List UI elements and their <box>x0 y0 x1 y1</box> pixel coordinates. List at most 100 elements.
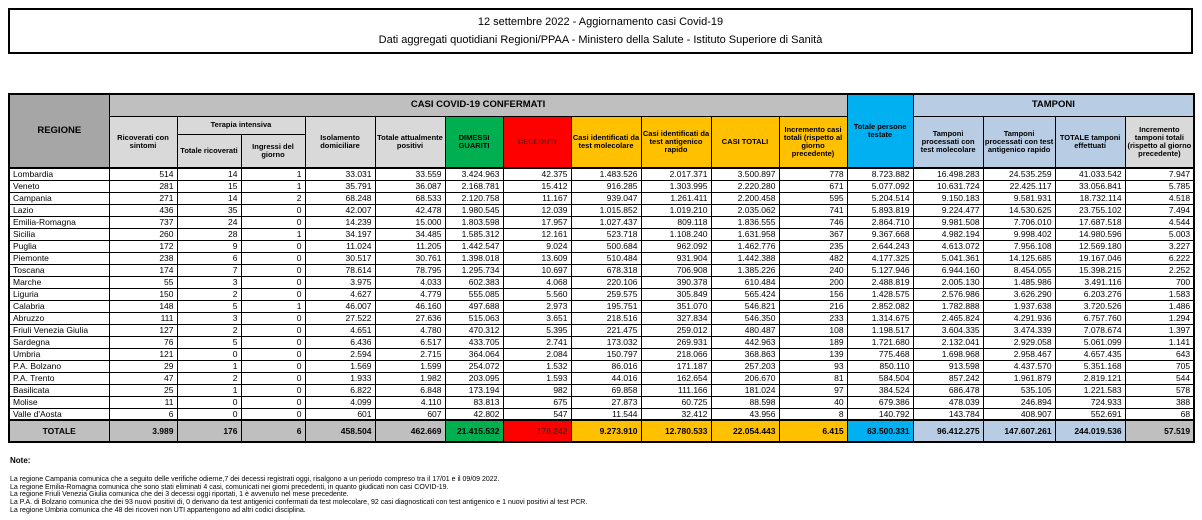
value-cell: 55 <box>108 275 178 289</box>
value-cell: 42.375 <box>502 167 572 181</box>
value-cell: 240 <box>778 263 848 277</box>
table-row: Veneto 281 15 1 35.791 36.087 2.168.781 15.412 9… <box>8 179 1195 193</box>
value-cell: 4.291.936 <box>982 311 1056 325</box>
value-cell: 47 <box>108 371 178 385</box>
value-cell: 1.486 <box>1124 299 1195 313</box>
value-cell: 18.732.114 <box>1054 191 1126 205</box>
value-cell: 515.063 <box>444 311 504 325</box>
value-cell: 2.035.062 <box>710 203 780 217</box>
value-cell: 195.751 <box>570 299 642 313</box>
total-value-cell: 3.989 <box>108 419 178 443</box>
value-cell: 1.303.995 <box>640 179 712 193</box>
value-cell: 4.068 <box>502 275 572 289</box>
value-cell: 6.757.760 <box>1054 311 1126 325</box>
value-cell: 218.066 <box>640 347 712 361</box>
value-cell: 68.248 <box>304 191 376 205</box>
note-line: La regione Friuli Venezia Giulia comunic… <box>10 491 349 499</box>
table-row: Valle d'Aosta 6 0 0 601 607 42.802 547 11.544 32.… <box>8 407 1195 421</box>
table-row: Lombardia 514 14 1 33.031 33.559 3.424.963 42.3… <box>8 167 1195 181</box>
value-cell: 1.982 <box>374 371 446 385</box>
value-cell: 0 <box>240 347 306 361</box>
value-cell: 233 <box>778 311 848 325</box>
value-cell: 1.027.437 <box>570 215 642 229</box>
value-cell: 546.821 <box>710 299 780 313</box>
value-cell: 0 <box>240 251 306 265</box>
value-cell: 916.285 <box>570 179 642 193</box>
value-cell: 7.078.674 <box>1054 323 1126 337</box>
value-cell: 480.487 <box>710 323 780 337</box>
region-name-cell: Piemonte <box>8 251 110 265</box>
value-cell: 1.261.411 <box>640 191 712 205</box>
value-cell: 4.657.435 <box>1054 347 1126 361</box>
value-cell: 78.795 <box>374 263 446 277</box>
value-cell: 408.907 <box>982 407 1056 421</box>
value-cell: 547 <box>502 407 572 421</box>
value-cell: 108 <box>778 323 848 337</box>
value-cell: 8.454.055 <box>982 263 1056 277</box>
value-cell: 364.064 <box>444 347 504 361</box>
value-cell: 33.559 <box>374 167 446 181</box>
value-cell: 174 <box>108 263 178 277</box>
value-cell: 5.077.092 <box>846 179 914 193</box>
col-header-deceduti: DECEDUTI <box>502 115 572 169</box>
value-cell: 555.085 <box>444 287 504 301</box>
value-cell: 24 <box>176 215 242 229</box>
value-cell: 1.485.986 <box>982 275 1056 289</box>
value-cell: 686.478 <box>912 383 984 397</box>
table-row: Friuli Venezia Giulia 127 2 0 4.651 4.780 470.… <box>8 323 1195 337</box>
value-cell: 5.785 <box>1124 179 1195 193</box>
value-cell: 6.222 <box>1124 251 1195 265</box>
value-cell: 221.475 <box>570 323 642 337</box>
region-name-cell: P.A. Bolzano <box>8 359 110 373</box>
total-value-cell: 147.607.261 <box>982 419 1056 443</box>
value-cell: 1.583 <box>1124 287 1195 301</box>
value-cell: 46.007 <box>304 299 376 313</box>
total-row-body: TOTALE 3.989 176 6 458.504 462.669 21.415.532 1… <box>8 419 1195 443</box>
value-cell: 0 <box>240 359 306 373</box>
value-cell: 6.944.160 <box>912 263 984 277</box>
value-cell: 218.516 <box>570 311 642 325</box>
value-cell: 148 <box>108 299 178 313</box>
value-cell: 2.644.243 <box>846 239 914 253</box>
value-cell: 1.294 <box>1124 311 1195 325</box>
value-cell: 700 <box>1124 275 1195 289</box>
value-cell: 6.436 <box>304 335 376 349</box>
notes-section: Note: La regione Campania comunica che a… <box>10 456 587 515</box>
value-cell: 4.437.570 <box>982 359 1056 373</box>
value-cell: 238 <box>108 251 178 265</box>
value-cell: 1.698.968 <box>912 347 984 361</box>
value-cell: 5.127.946 <box>846 263 914 277</box>
value-cell: 1.569 <box>304 359 376 373</box>
value-cell: 1.599 <box>374 359 446 373</box>
value-cell: 2.132.041 <box>912 335 984 349</box>
value-cell: 724.933 <box>1054 395 1126 409</box>
value-cell: 1.221.583 <box>1054 383 1126 397</box>
value-cell: 32.412 <box>640 407 712 421</box>
value-cell: 2 <box>240 191 306 205</box>
total-label-cell: TOTALE <box>8 419 110 443</box>
value-cell: 850.110 <box>846 359 914 373</box>
value-cell: 602.383 <box>444 275 504 289</box>
value-cell: 1.462.776 <box>710 239 780 253</box>
value-cell: 216 <box>778 299 848 313</box>
region-name-cell: Basilicata <box>8 383 110 397</box>
region-name-cell: Liguria <box>8 287 110 301</box>
table-row: Toscana 174 7 0 78.614 78.795 1.295.734 10.697 6… <box>8 263 1195 277</box>
value-cell: 16.498.283 <box>912 167 984 181</box>
value-cell: 0 <box>176 347 242 361</box>
total-value-cell: 6.415 <box>778 419 848 443</box>
value-cell: 706.908 <box>640 263 712 277</box>
value-cell: 0 <box>176 407 242 421</box>
value-cell: 5.003 <box>1124 227 1195 241</box>
value-cell: 510.484 <box>570 251 642 265</box>
value-cell: 1.593 <box>502 371 572 385</box>
value-cell: 565.424 <box>710 287 780 301</box>
value-cell: 0 <box>240 239 306 253</box>
value-cell: 737 <box>108 215 178 229</box>
value-cell: 140.792 <box>846 407 914 421</box>
value-cell: 30.761 <box>374 251 446 265</box>
value-cell: 4.033 <box>374 275 446 289</box>
value-cell: 0 <box>240 311 306 325</box>
value-cell: 2.488.819 <box>846 275 914 289</box>
value-cell: 14.980.596 <box>1054 227 1126 241</box>
